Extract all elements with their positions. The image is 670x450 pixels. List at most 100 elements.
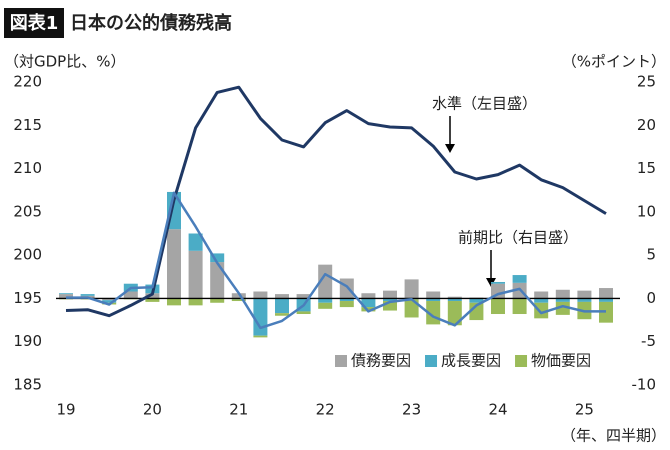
y2-axis-label: （%ポイント） — [562, 53, 666, 71]
bar — [599, 298, 613, 302]
bar — [534, 302, 549, 319]
x-tick-label: 24 — [488, 401, 507, 419]
bar — [577, 298, 592, 302]
bar — [361, 293, 376, 299]
legend-label: 物価要因 — [531, 352, 591, 370]
bar — [102, 298, 117, 301]
bar — [275, 313, 289, 316]
bar — [534, 298, 549, 303]
bar — [253, 298, 268, 336]
bar — [145, 298, 160, 302]
legend-swatch — [425, 355, 438, 367]
y-axis-label: （対GDP比、%） — [4, 53, 125, 71]
bar — [318, 264, 333, 299]
y2-tick-label: 5 — [646, 246, 656, 264]
legend-label: 債務要因 — [351, 352, 411, 370]
x-tick-label: 23 — [402, 401, 421, 419]
annotation: 水準（左目盛） — [432, 95, 537, 113]
y2-tick-label: 20 — [637, 116, 656, 134]
y-tick-label: 185 — [13, 376, 42, 394]
bar — [404, 299, 419, 318]
bar — [469, 298, 484, 303]
bar — [253, 291, 268, 299]
y2-tick-label: 0 — [646, 289, 656, 307]
x-axis-label: （年、四半期） — [561, 427, 666, 445]
label-box — [4, 8, 64, 38]
bar — [361, 307, 376, 312]
bar — [491, 298, 505, 315]
y-tick-label: 205 — [13, 202, 42, 220]
bar — [426, 291, 441, 299]
bar — [512, 275, 527, 283]
legend-label: 成長要因 — [441, 352, 501, 370]
bar — [167, 298, 181, 306]
annotation-arrowhead — [445, 144, 455, 153]
bar — [296, 294, 311, 299]
bar — [188, 298, 203, 306]
bar — [426, 298, 441, 302]
bar — [188, 250, 203, 299]
bar — [210, 262, 225, 299]
x-tick-label: 21 — [229, 401, 248, 419]
bar — [210, 253, 225, 263]
y-tick-label: 190 — [13, 332, 42, 350]
y-tick-label: 215 — [13, 116, 42, 134]
legend-swatch — [335, 355, 347, 367]
y-tick-label: 200 — [13, 246, 42, 264]
line — [66, 191, 606, 330]
bar — [123, 291, 138, 299]
bar — [318, 302, 333, 309]
bar — [296, 311, 311, 315]
bar — [383, 298, 397, 302]
bar — [361, 298, 376, 308]
y2-tick-label: 25 — [637, 73, 656, 91]
figure-label: 図表1 — [10, 12, 59, 34]
x-tick-label: 19 — [56, 401, 75, 419]
bar — [231, 293, 246, 299]
bar — [555, 301, 570, 315]
bar — [577, 290, 592, 299]
bar — [512, 298, 527, 315]
bar — [145, 293, 160, 299]
bar — [339, 298, 354, 302]
bar — [59, 293, 73, 295]
y2-tick-label: 15 — [637, 159, 656, 177]
y2-tick-label: -10 — [632, 376, 657, 394]
bar — [188, 233, 203, 251]
y-tick-label: 220 — [13, 73, 42, 91]
bar — [383, 301, 397, 311]
bar — [102, 300, 117, 303]
bar — [210, 298, 225, 303]
bar — [318, 298, 333, 303]
bar — [447, 301, 462, 326]
y-tick-label: 195 — [13, 289, 42, 307]
line — [65, 85, 607, 318]
bar — [253, 335, 268, 338]
bar — [534, 291, 549, 299]
y2-tick-label: -5 — [641, 332, 656, 350]
legend-swatch — [515, 355, 528, 367]
x-tick-label: 22 — [316, 401, 335, 419]
bar — [339, 278, 354, 299]
bar — [80, 294, 95, 296]
bar — [447, 296, 462, 299]
bar — [231, 299, 246, 302]
bar — [167, 229, 181, 299]
bar — [491, 281, 505, 284]
bar — [599, 288, 613, 299]
chart-title: 日本の公的債務残高 — [70, 12, 232, 34]
x-tick-label: 20 — [143, 401, 162, 419]
bar — [555, 298, 570, 302]
x-tick-label: 25 — [575, 401, 594, 419]
y2-tick-label: 10 — [637, 202, 656, 220]
bar — [555, 289, 570, 299]
bar — [447, 298, 462, 302]
bar — [275, 298, 289, 314]
bar — [404, 279, 419, 299]
bar — [275, 294, 289, 299]
bar — [383, 290, 397, 299]
annotation: 前期比（右目盛） — [458, 229, 578, 247]
bar — [59, 294, 73, 299]
